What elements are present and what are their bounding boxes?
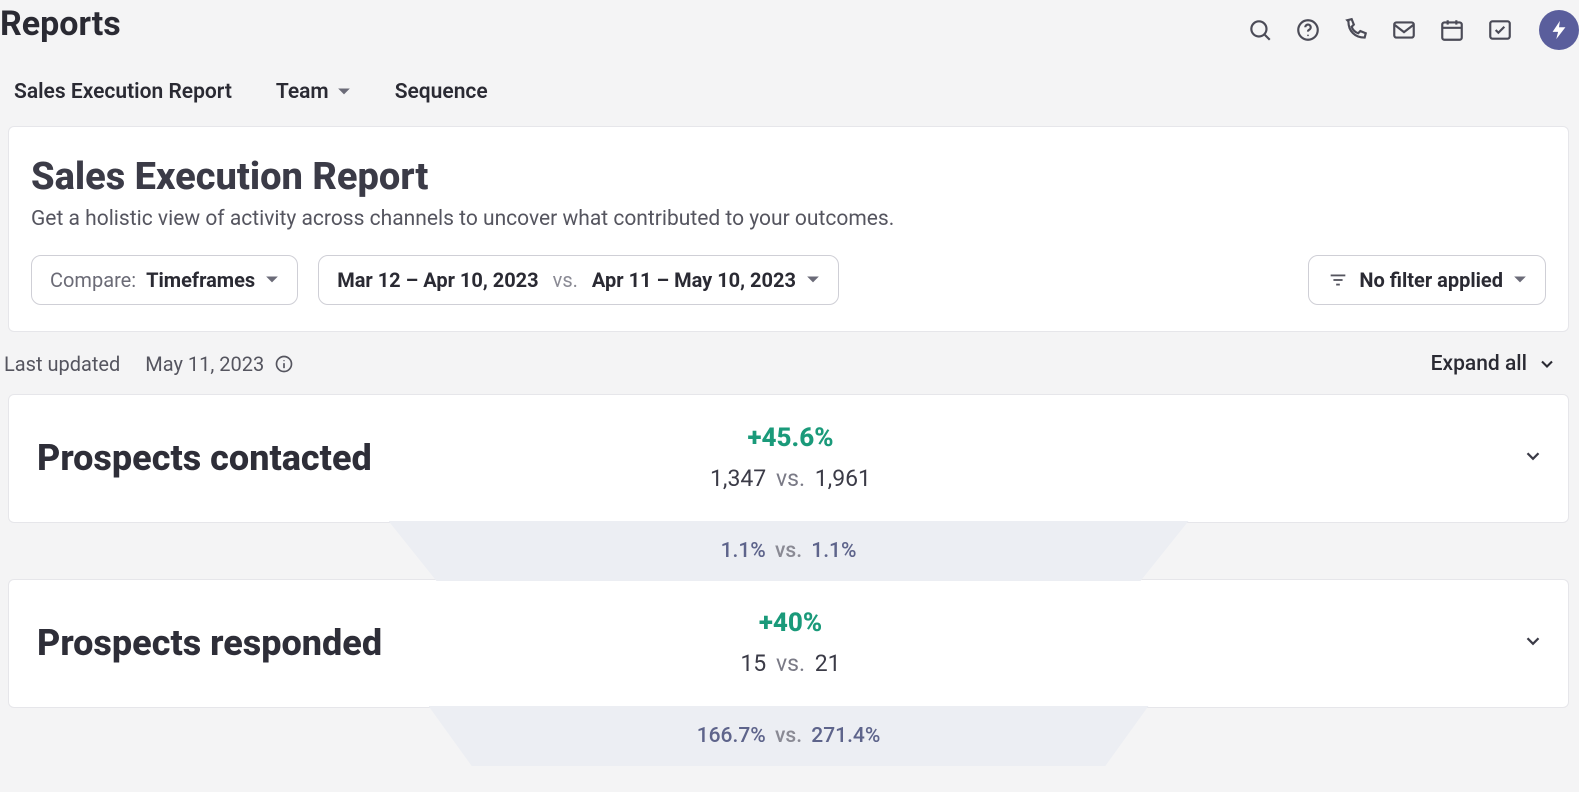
vs-label: vs. [776,465,805,492]
search-icon[interactable] [1247,17,1273,43]
page-title: Reports [0,4,121,44]
report-title: Sales Execution Report [31,155,1546,199]
filter-selector[interactable]: No filter applied [1308,255,1546,305]
value-a: 15 [740,650,766,677]
conversion-values: 166.7% vs. 271.4% [697,724,881,748]
chevron-down-icon [1537,354,1557,374]
mail-icon[interactable] [1391,17,1417,43]
value-b: 1.1% [811,539,856,563]
daterange-a: Mar 12 – Apr 10, 2023 [337,268,538,292]
expand-card-button[interactable] [1522,630,1544,656]
info-icon[interactable] [274,354,294,374]
filter-label: No filter applied [1359,268,1503,292]
conversion-values: 1.1% vs. 1.1% [721,539,857,563]
daterange-selector[interactable]: Mar 12 – Apr 10, 2023 vs. Apr 11 – May 1… [318,255,839,305]
card-metrics: +40% 15 vs. 21 [740,608,840,677]
report-tabs: Sales Execution Report Team Sequence [0,50,1579,126]
phone-icon[interactable] [1343,17,1369,43]
expand-all-label: Expand all [1431,352,1527,376]
chevron-down-icon [337,85,351,99]
tab-label: Sequence [395,80,488,104]
vs-label: vs. [775,539,802,563]
compare-values: 1,347 vs. 1,961 [710,465,871,492]
last-updated: Last updated May 11, 2023 [4,352,294,376]
calendar-icon[interactable] [1439,17,1465,43]
daterange-vs: vs. [553,268,578,292]
tab-label: Sales Execution Report [14,80,232,104]
value-a: 166.7% [697,724,766,748]
expand-all-button[interactable]: Expand all [1431,352,1557,376]
compare-value: Timeframes [146,268,255,292]
chevron-down-icon [1522,630,1544,652]
chevron-down-icon [1522,445,1544,467]
chevron-down-icon [265,273,279,287]
last-updated-label: Last updated [4,352,120,376]
task-icon[interactable] [1487,17,1513,43]
value-a: 1,347 [710,465,766,492]
funnel-conversion-2: 166.7% vs. 271.4% [8,708,1569,764]
value-b: 21 [815,650,841,677]
vs-label: vs. [776,650,805,677]
delta-value: +45.6% [710,423,871,453]
last-updated-value: May 11, 2023 [145,352,264,376]
compare-selector[interactable]: Compare: Timeframes [31,255,298,305]
compare-values: 15 vs. 21 [740,650,840,677]
chevron-down-icon [1513,273,1527,287]
value-a: 1.1% [721,539,766,563]
funnel-conversion-1: 1.1% vs. 1.1% [8,523,1569,579]
value-b: 271.4% [811,724,880,748]
topbar-actions [1247,4,1569,50]
bolt-icon [1548,19,1570,41]
tab-sales-execution[interactable]: Sales Execution Report [14,80,232,104]
delta-value: +40% [740,608,840,638]
card-prospects-contacted: Prospects contacted +45.6% 1,347 vs. 1,9… [8,394,1569,523]
tab-team[interactable]: Team [276,80,351,104]
expand-card-button[interactable] [1522,445,1544,471]
daterange-b: Apr 11 – May 10, 2023 [592,268,796,292]
help-icon[interactable] [1295,17,1321,43]
topbar: Reports [0,0,1579,50]
meta-row: Last updated May 11, 2023 Expand all [0,332,1579,394]
tab-sequence[interactable]: Sequence [395,80,488,104]
value-b: 1,961 [815,465,871,492]
report-subtitle: Get a holistic view of activity across c… [31,207,1546,231]
vs-label: vs. [775,724,802,748]
card-title: Prospects responded [37,622,740,664]
quick-action-button[interactable] [1539,10,1579,50]
chevron-down-icon [806,273,820,287]
compare-label: Compare: [50,268,136,292]
card-metrics: +45.6% 1,347 vs. 1,961 [710,423,871,492]
card-prospects-responded: Prospects responded +40% 15 vs. 21 [8,579,1569,708]
report-controls: Compare: Timeframes Mar 12 – Apr 10, 202… [31,255,1546,305]
report-header-panel: Sales Execution Report Get a holistic vi… [8,126,1569,332]
tab-label: Team [276,80,329,104]
card-title: Prospects contacted [37,437,710,479]
filter-icon [1327,269,1349,291]
